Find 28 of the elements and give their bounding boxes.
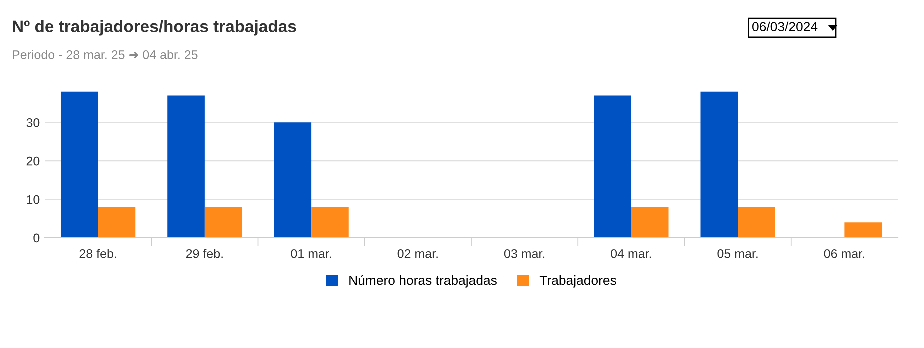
x-tick-label: 03 mar. [504, 249, 545, 258]
y-tick-label: 0 [34, 234, 40, 243]
bar [631, 207, 669, 238]
x-tick-label: 06 mar. [824, 249, 864, 258]
bar [738, 207, 776, 238]
text: 06/03/2024 [752, 22, 818, 32]
x-tick-label: 05 mar. [718, 249, 758, 258]
x-tick-label: 29 feb. [186, 249, 223, 258]
legend-label: Número horas trabajadas [350, 275, 497, 288]
y-tick-label: 10 [27, 195, 40, 204]
y-tick-label: 30 [26, 118, 40, 128]
bar [844, 222, 882, 238]
bar [204, 207, 242, 238]
bar [594, 96, 632, 238]
x-tick-label: 28 feb. [80, 249, 116, 258]
legend-label: Trabajadores [540, 276, 616, 288]
x-tick-label: 01 mar. [291, 249, 332, 258]
bar [98, 207, 136, 238]
x-tick-label: 04 mar. [611, 249, 652, 258]
bar [60, 92, 98, 238]
bar [312, 207, 349, 238]
x-tick-label: 02 mar. [398, 249, 438, 258]
chart-title: Nº de trabajadores/horas trabajadas [13, 20, 296, 36]
y-tick-label: 20 [26, 156, 40, 166]
bar [700, 92, 738, 238]
bar [168, 96, 205, 238]
bar [274, 122, 312, 238]
chart-subtitle: Periodo - 28 mar. 25 ➜ 04 abr. 25 [13, 50, 198, 60]
